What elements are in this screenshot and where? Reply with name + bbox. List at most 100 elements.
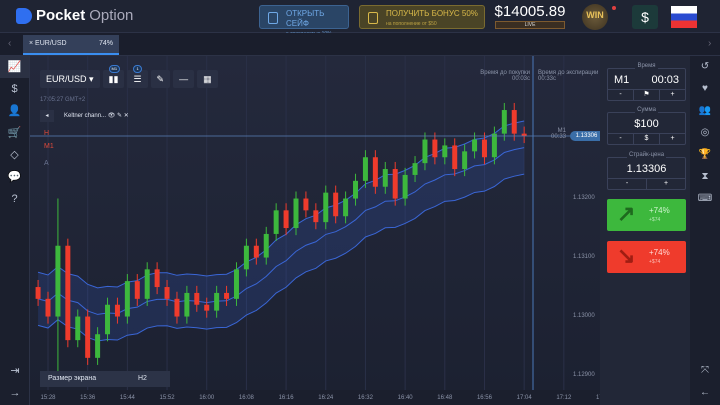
eye-icon[interactable]: 👁: [107, 113, 116, 119]
edit-icon[interactable]: ✎: [117, 113, 123, 119]
strike-plus-button[interactable]: +: [663, 180, 669, 187]
strike-control: Страйк-цена 1.13306 - +: [607, 152, 686, 190]
candle: [273, 210, 279, 234]
time-plus-button[interactable]: +: [670, 91, 675, 98]
amount-minus-button[interactable]: -: [608, 134, 634, 144]
time-tick-label: 15:28: [40, 395, 56, 401]
current-price-tag: 1.13306: [570, 131, 603, 141]
price-tick-label: 1.13100: [573, 253, 595, 260]
history-icon[interactable]: ↺: [700, 61, 710, 72]
chart-icon[interactable]: 📈: [0, 56, 29, 78]
tf-label: M1 00:33: [550, 128, 566, 140]
marker-m1: M1: [44, 143, 54, 150]
candle: [35, 287, 41, 299]
line-tool-icon[interactable]: —: [173, 70, 195, 88]
keltner-channel-fill: [38, 121, 525, 341]
tabs-left-arrow-icon[interactable]: ‹: [8, 38, 12, 49]
balance[interactable]: $14005.89 LIVE: [493, 3, 567, 29]
diamond-icon[interactable]: ◇: [10, 149, 19, 161]
collapse-left-icon[interactable]: ←: [700, 387, 710, 398]
time-tick-label: 15:52: [159, 395, 175, 401]
candle: [362, 157, 368, 181]
cart-icon[interactable]: 🛒: [7, 127, 22, 139]
bonus-button[interactable]: ПОЛУЧИТЬ БОНУС 50% на пополнение от $50: [359, 5, 485, 29]
arrow-down-right-icon: ↘: [617, 243, 636, 268]
collapse-arrow-icon[interactable]: →: [9, 387, 21, 399]
hourglass-icon[interactable]: ⧗: [701, 171, 709, 182]
candle: [333, 192, 339, 217]
strike-minus-button[interactable]: -: [608, 179, 647, 189]
flag-icon[interactable]: ⚑: [634, 90, 660, 100]
keltner-lower: [37, 173, 525, 342]
close-icon[interactable]: ✕: [123, 113, 129, 119]
candle: [184, 292, 190, 317]
time-minus-button[interactable]: -: [608, 90, 634, 100]
candle: [95, 334, 101, 358]
indicator-count: 1: [133, 65, 142, 73]
candle: [442, 145, 448, 158]
trophy-icon[interactable]: 🏆: [698, 149, 712, 160]
user-icon[interactable]: 👤: [7, 105, 22, 117]
draw-brush-icon[interactable]: ✎: [150, 70, 171, 88]
candle: [313, 210, 319, 223]
chart-timestamp: 17:05:27 GMT+2: [40, 97, 86, 103]
candle: [144, 269, 150, 299]
fullscreen-icon[interactable]: ⤧: [701, 365, 709, 376]
level-badge[interactable]: WIN: [582, 4, 608, 30]
candle: [214, 292, 220, 311]
time-tf[interactable]: M1: [614, 74, 630, 86]
time-tick-label: 17:04: [516, 395, 532, 401]
logo-text-light: Option: [89, 7, 134, 24]
indicator-row: ◂ Keltner chann... 👁 ✎ ✕: [40, 110, 160, 122]
amount-input[interactable]: $100: [634, 118, 659, 130]
buy-up-button[interactable]: ↗ +74% +$74: [607, 199, 686, 231]
pair-label: EUR/USD: [46, 74, 87, 84]
time-tick-label: 15:36: [80, 395, 96, 401]
candle: [233, 269, 239, 299]
indicators-button[interactable]: ☰ 1: [127, 65, 148, 88]
candlestick-svg: [30, 56, 600, 390]
dollar-icon[interactable]: $: [11, 83, 18, 95]
time-value[interactable]: 00:03: [651, 74, 679, 86]
timeframe-badge: M1: [108, 65, 121, 73]
tab-label: EUR/USD: [35, 40, 67, 47]
indicator-toggle[interactable]: ◂: [40, 110, 54, 122]
sell-down-button[interactable]: ↘ +74% +$74: [607, 241, 686, 273]
price-chart[interactable]: [30, 56, 600, 390]
heart-pulse-icon[interactable]: ♥: [702, 83, 708, 94]
keyboard-icon[interactable]: ⌨: [697, 193, 713, 204]
target-icon[interactable]: ◎: [700, 127, 710, 138]
candle: [45, 298, 51, 317]
strike-input[interactable]: 1.13306: [626, 163, 667, 175]
screen-size-selector[interactable]: Размер экрана H2: [40, 371, 170, 387]
help-icon[interactable]: ?: [11, 193, 18, 205]
pair-selector[interactable]: EUR/USD ▾: [40, 70, 100, 88]
currency-button[interactable]: $: [634, 134, 660, 144]
logo-icon: [16, 7, 32, 24]
amount-control: Сумма $100 - $ +: [607, 107, 686, 145]
bonus-sub: на пополнение от $50: [386, 21, 437, 27]
right-sidebar: ↺ ♥ 👥 ◎ 🏆 ⧗ ⌨ ⤧ ←: [690, 56, 720, 405]
chart-type-button[interactable]: ▮▮ M1: [102, 65, 125, 88]
sell-profit: +$74: [649, 259, 661, 265]
logo-text: Pocket: [36, 7, 86, 24]
layout-grid-icon[interactable]: ▦: [197, 70, 218, 88]
candle: [353, 180, 359, 199]
expiry-label: Время до экспирации 00:33с: [538, 70, 599, 82]
time-tick-label: 16:56: [476, 395, 492, 401]
logo[interactable]: Pocket Option: [16, 7, 133, 24]
buy-payout: +74%: [649, 206, 670, 215]
language-flag-icon[interactable]: [671, 6, 697, 28]
chat-icon[interactable]: 💬: [7, 171, 22, 183]
time-tick-label: 16:48: [437, 395, 453, 401]
users-icon[interactable]: 👥: [698, 105, 712, 116]
open-safe-button[interactable]: ОТКРЫТЬ СЕЙФс доходностью 10%: [259, 5, 349, 37]
logout-icon[interactable]: ⇥: [10, 365, 20, 377]
candle: [263, 233, 269, 258]
safe-icon: [268, 12, 278, 24]
tabs-right-arrow-icon[interactable]: ›: [708, 38, 712, 49]
time-tick-label: 17:12: [556, 395, 572, 401]
deposit-button[interactable]: $: [632, 5, 658, 29]
tab-eur-usd[interactable]: × EUR/USD 74%: [23, 35, 119, 55]
amount-plus-button[interactable]: +: [670, 135, 675, 142]
